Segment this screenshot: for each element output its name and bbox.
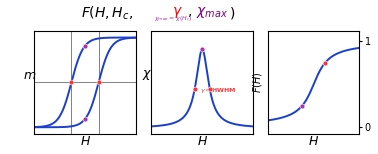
- Text: $\mathbf{\mathit{,}}\ $: $\mathbf{\mathit{,}}\ $: [187, 5, 192, 19]
- Text: $\chi_{max}=\chi(H_c)$: $\chi_{max}=\chi(H_c)$: [154, 14, 193, 23]
- X-axis label: $\mathbf{\mathit{H}}$: $\mathbf{\mathit{H}}$: [197, 135, 208, 148]
- Y-axis label: $\mathbf{\mathit{\chi}}$: $\mathbf{\mathit{\chi}}$: [142, 68, 152, 82]
- Text: $\mathbf{\mathit{F}}(\mathbf{\mathit{H}},\mathbf{\mathit{H}}_{\mathbf{\mathit{c}: $\mathbf{\mathit{F}}(\mathbf{\mathit{H}}…: [81, 5, 133, 22]
- Text: $\mathbf{\mathit{)}}$: $\mathbf{\mathit{)}}$: [229, 5, 235, 21]
- Text: $\gamma=\mathbf{HWHM}$: $\gamma=\mathbf{HWHM}$: [200, 86, 237, 95]
- Text: $\mathbf{\mathit{\gamma}}$: $\mathbf{\mathit{\gamma}}$: [172, 5, 183, 20]
- Y-axis label: $\mathbf{\mathit{m}}$: $\mathbf{\mathit{m}}$: [23, 69, 37, 82]
- X-axis label: $\mathbf{\mathit{H}}$: $\mathbf{\mathit{H}}$: [308, 135, 319, 148]
- X-axis label: $\mathbf{\mathit{H}}$: $\mathbf{\mathit{H}}$: [79, 135, 91, 148]
- Text: $\mathbf{\mathit{\chi}}_{\mathbf{\mathit{max}}}$: $\mathbf{\mathit{\chi}}_{\mathbf{\mathit…: [196, 5, 228, 20]
- Y-axis label: $\mathbf{\mathit{F(H)}}$: $\mathbf{\mathit{F(H)}}$: [251, 72, 264, 93]
